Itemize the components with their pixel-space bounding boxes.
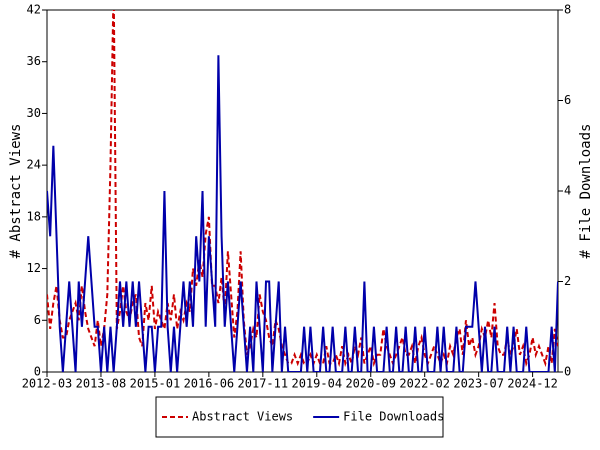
x-tick-label: 2024-12: [507, 377, 558, 391]
legend-label: Abstract Views: [192, 410, 293, 424]
y-tick-label: 36: [27, 54, 41, 68]
x-tick-label: 2012-03: [22, 377, 73, 391]
x-tick-label: 2019-04: [291, 377, 342, 391]
y2-axis-label: # File Downloads: [578, 124, 594, 259]
legend-label: File Downloads: [343, 410, 444, 424]
y2-tick-label: 6: [564, 93, 571, 107]
y-tick-label: 30: [27, 106, 41, 120]
y-tick-label: 0: [34, 365, 41, 379]
y-axis-label: # Abstract Views: [8, 124, 24, 259]
x-tick-label: 2023-07: [453, 377, 504, 391]
x-tick-label: 2013-08: [76, 377, 127, 391]
x-tick-label: 2020-09: [345, 377, 396, 391]
series-line: [47, 55, 558, 372]
legend: [155, 396, 444, 438]
y2-tick-label: 8: [564, 3, 571, 17]
x-tick-label: 2015-01: [130, 377, 181, 391]
y-tick-label: 18: [27, 209, 41, 223]
y2-tick-label: 2: [564, 274, 571, 288]
y2-tick-label: 4: [564, 184, 571, 198]
y-tick-label: 12: [27, 261, 41, 275]
x-tick-label: 2022-02: [399, 377, 450, 391]
y-tick-label: 42: [27, 3, 41, 17]
y-tick-label: 24: [27, 158, 41, 172]
y-tick-label: 6: [34, 313, 41, 327]
x-tick-label: 2016-06: [184, 377, 235, 391]
y2-tick-label: 0: [564, 365, 571, 379]
x-tick-label: 2017-11: [238, 377, 289, 391]
